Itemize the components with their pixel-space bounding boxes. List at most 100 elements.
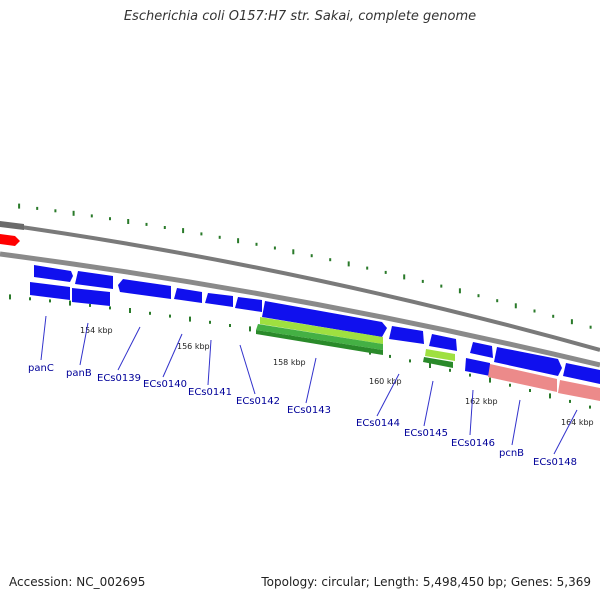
- gc-dot-lower: [89, 303, 91, 307]
- gc-dot-upper: [514, 303, 517, 309]
- leader-ECs0141: [207, 339, 212, 386]
- genome-summary-label: Topology: circular; Length: 5,498,450 bp…: [261, 575, 591, 589]
- gene-label-panC[interactable]: panC: [28, 363, 54, 374]
- tick-label-162: 162 kbp: [465, 397, 498, 406]
- gc-dot-upper: [310, 254, 313, 258]
- gray-feature: [0, 221, 24, 230]
- tick-label-layer: 154 kbp 156 kbp 158 kbp 160 kbp 162 kbp …: [80, 326, 594, 427]
- gc-dot-upper: [533, 309, 536, 313]
- cds-upper-2: [75, 271, 113, 289]
- gene-label-ECs0140[interactable]: ECs0140: [143, 379, 187, 390]
- leader-ECs0145: [423, 380, 434, 427]
- gc-dot-lower: [409, 359, 411, 363]
- lower-strand-genes: [30, 282, 490, 376]
- gc-dot-upper: [54, 209, 57, 213]
- gc-dot-upper: [440, 284, 443, 288]
- cds-upper-5: [205, 293, 233, 307]
- rna-dark-1: [256, 330, 383, 355]
- leader-pcnB: [511, 399, 521, 446]
- gc-dot-upper: [477, 294, 480, 298]
- gc-dot-upper: [384, 270, 387, 274]
- cds-lower-2: [72, 288, 110, 306]
- leader-panB: [79, 322, 89, 366]
- gc-dot-lower: [389, 354, 391, 358]
- gc-dot-lower: [149, 311, 151, 315]
- rna-features: [256, 317, 455, 368]
- gene-label-ECs0141[interactable]: ECs0141: [188, 387, 232, 398]
- gc-dot-lower: [69, 300, 71, 306]
- gc-dot-upper: [273, 246, 276, 250]
- gc-dot-lower: [529, 389, 531, 392]
- gc-dot-lower: [489, 377, 491, 383]
- gc-dot-lower: [109, 306, 111, 310]
- gc-dot-upper: [36, 206, 39, 210]
- map-title: Escherichia coli O157:H7 str. Sakai, com…: [123, 9, 477, 24]
- leader-panC: [40, 315, 47, 361]
- gc-dot-upper: [570, 319, 573, 325]
- gc-dot-lower: [49, 299, 51, 303]
- tick-label-160: 160 kbp: [369, 377, 402, 386]
- gene-label-ECs0146[interactable]: ECs0146: [451, 438, 495, 449]
- backbone-track: [0, 251, 600, 368]
- gc-dot-lower: [469, 373, 471, 377]
- gene-label-ECs0145[interactable]: ECs0145: [404, 428, 448, 439]
- gene-label-panB[interactable]: panB: [66, 368, 92, 379]
- gc-dot-upper: [182, 228, 185, 234]
- leader-ECs0142: [239, 344, 256, 395]
- gc-dot-upper: [90, 214, 93, 218]
- leader-ECs0146: [469, 389, 474, 436]
- cds-upper-3: [118, 279, 171, 299]
- gene-label-ECs0144[interactable]: ECs0144: [356, 418, 400, 429]
- rna-mid-1: [256, 324, 383, 350]
- gene-label-pcnB[interactable]: pcnB: [499, 448, 524, 459]
- gc-dot-upper: [145, 222, 148, 226]
- gc-dot-lower: [549, 393, 551, 399]
- cds-upper-7: [262, 301, 387, 337]
- red-gene-arrow: [0, 234, 20, 246]
- gc-dot-upper: [237, 238, 240, 244]
- gc-dot-upper: [366, 266, 369, 270]
- gc-dot-lower: [9, 294, 11, 300]
- gene-label-ECs0142[interactable]: ECs0142: [236, 396, 280, 407]
- gc-dot-upper: [347, 261, 350, 267]
- gene-label-ECs0139[interactable]: ECs0139: [97, 373, 141, 384]
- gc-dot-upper: [403, 274, 406, 280]
- gc-dot-lower: [229, 324, 231, 327]
- outer-gray-track: [0, 222, 600, 352]
- gc-dot-upper: [200, 232, 203, 236]
- leader-ECs0143: [305, 357, 317, 404]
- cds-lower-3: [465, 358, 490, 376]
- gc-dot-upper: [218, 235, 221, 239]
- pseudogene-features: [488, 364, 600, 401]
- cds-upper-4: [174, 288, 202, 303]
- gc-dot-upper: [552, 314, 555, 318]
- gc-dot-upper: [496, 299, 499, 303]
- gc-dot-upper: [421, 279, 424, 283]
- gene-leader-lines: [40, 315, 578, 455]
- leader-ECs0144: [376, 373, 400, 417]
- gene-label-ECs0148[interactable]: ECs0148: [533, 457, 577, 468]
- pseudogene-1: [488, 364, 557, 392]
- tick-label-158: 158 kbp: [273, 358, 306, 367]
- cds-upper-9: [429, 334, 457, 351]
- gc-dot-lower: [129, 308, 131, 313]
- gc-dot-lower: [509, 383, 511, 387]
- cds-upper-12: [563, 363, 600, 384]
- gc-dot-lower: [569, 399, 571, 403]
- leader-ECs0139: [117, 326, 141, 371]
- leader-ECs0140: [162, 333, 183, 378]
- gene-labels: panC panB ECs0139 ECs0140 ECs0141 ECs014…: [28, 363, 577, 468]
- cds-upper-1: [34, 265, 73, 282]
- rna-light-2: [425, 349, 455, 361]
- gc-dot-lower: [29, 297, 31, 301]
- gene-label-ECs0143[interactable]: ECs0143: [287, 405, 331, 416]
- upper-strand-genes: [34, 265, 600, 384]
- gc-dot-upper: [18, 203, 21, 209]
- gc-dot-lower: [209, 320, 211, 324]
- gc-dot-upper: [589, 325, 592, 329]
- tick-label-164: 164 kbp: [561, 418, 594, 427]
- accession-label: Accession: NC_002695: [9, 575, 146, 589]
- cds-upper-6: [235, 297, 262, 312]
